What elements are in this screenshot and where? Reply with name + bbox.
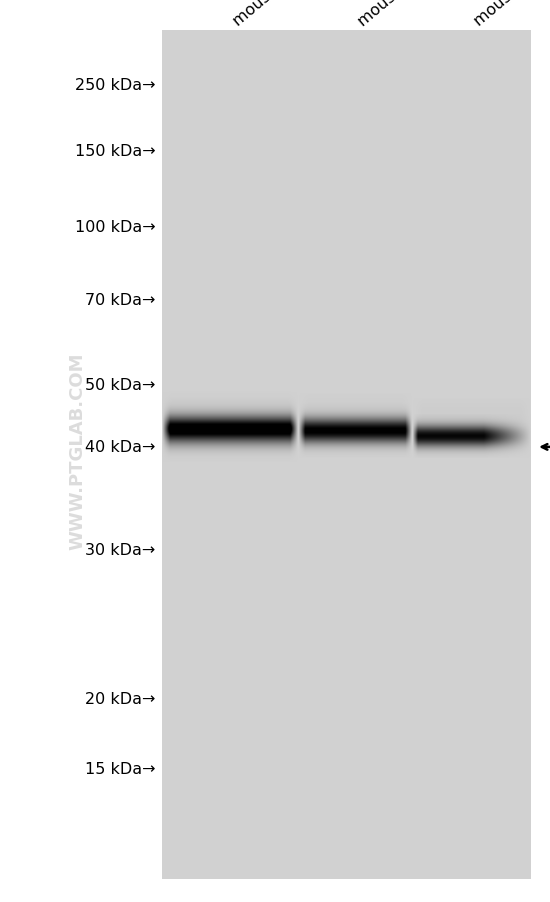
Text: mouse lung: mouse lung bbox=[472, 0, 550, 29]
Text: 150 kDa→: 150 kDa→ bbox=[75, 144, 156, 159]
Text: 100 kDa→: 100 kDa→ bbox=[75, 220, 156, 235]
Text: WWW.PTGLAB.COM: WWW.PTGLAB.COM bbox=[68, 353, 86, 549]
Text: 250 kDa→: 250 kDa→ bbox=[75, 78, 156, 93]
Text: 70 kDa→: 70 kDa→ bbox=[85, 293, 156, 308]
Text: mouse kidney: mouse kidney bbox=[230, 0, 326, 29]
Text: 50 kDa→: 50 kDa→ bbox=[85, 378, 156, 392]
Text: 30 kDa→: 30 kDa→ bbox=[85, 543, 156, 557]
Text: 40 kDa→: 40 kDa→ bbox=[85, 440, 156, 455]
Text: 20 kDa→: 20 kDa→ bbox=[85, 692, 156, 706]
Text: mouse liver: mouse liver bbox=[356, 0, 437, 29]
Text: 15 kDa→: 15 kDa→ bbox=[85, 761, 156, 776]
